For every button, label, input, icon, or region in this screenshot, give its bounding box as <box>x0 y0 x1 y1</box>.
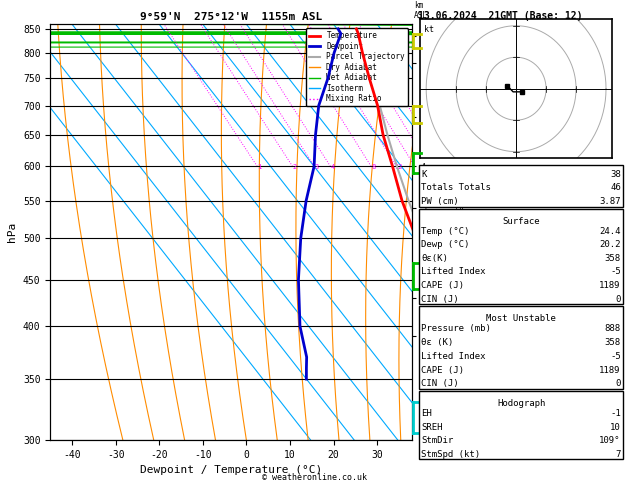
Y-axis label: hPa: hPa <box>8 222 18 242</box>
Text: 109°: 109° <box>599 436 621 445</box>
Text: SREH: SREH <box>421 423 443 432</box>
Text: CAPE (J): CAPE (J) <box>421 281 464 290</box>
Text: km
ASL: km ASL <box>414 1 428 20</box>
Text: © weatheronline.co.uk: © weatheronline.co.uk <box>262 473 367 482</box>
Text: 0: 0 <box>615 380 621 388</box>
Text: Lifted Index: Lifted Index <box>421 352 486 361</box>
Text: Pressure (mb): Pressure (mb) <box>421 324 491 333</box>
Text: 1: 1 <box>257 164 262 170</box>
Text: -5: -5 <box>610 352 621 361</box>
Text: 10: 10 <box>610 423 621 432</box>
Text: StmSpd (kt): StmSpd (kt) <box>421 450 481 459</box>
Text: 4: 4 <box>330 164 335 170</box>
Legend: Temperature, Dewpoint, Parcel Trajectory, Dry Adiabat, Wet Adiabat, Isotherm, Mi: Temperature, Dewpoint, Parcel Trajectory… <box>306 28 408 106</box>
Text: 13.06.2024  21GMT (Base: 12): 13.06.2024 21GMT (Base: 12) <box>418 11 583 21</box>
Text: 358: 358 <box>604 338 621 347</box>
Text: 0: 0 <box>615 295 621 304</box>
Text: θε (K): θε (K) <box>421 338 454 347</box>
Text: Mixing Ratio (g/kg): Mixing Ratio (g/kg) <box>455 185 464 279</box>
Text: 8: 8 <box>371 164 376 170</box>
Text: CIN (J): CIN (J) <box>421 295 459 304</box>
Text: Temp (°C): Temp (°C) <box>421 227 470 236</box>
Text: 358: 358 <box>604 254 621 263</box>
Text: -1: -1 <box>610 409 621 418</box>
Text: PW (cm): PW (cm) <box>421 197 459 206</box>
Text: CIN (J): CIN (J) <box>421 380 459 388</box>
Text: 38: 38 <box>610 170 621 179</box>
Text: θε(K): θε(K) <box>421 254 448 263</box>
Text: 2: 2 <box>292 164 297 170</box>
Text: 1189: 1189 <box>599 365 621 375</box>
Text: CAPE (J): CAPE (J) <box>421 365 464 375</box>
Text: 46: 46 <box>610 183 621 192</box>
X-axis label: Dewpoint / Temperature (°C): Dewpoint / Temperature (°C) <box>140 465 322 475</box>
Text: 1189: 1189 <box>599 281 621 290</box>
Text: EH: EH <box>421 409 432 418</box>
Text: 20.2: 20.2 <box>599 241 621 249</box>
Text: Surface: Surface <box>503 217 540 226</box>
Text: 24.4: 24.4 <box>599 227 621 236</box>
Text: 7: 7 <box>615 450 621 459</box>
Text: Dewp (°C): Dewp (°C) <box>421 241 470 249</box>
Text: Most Unstable: Most Unstable <box>486 314 556 323</box>
Text: 888: 888 <box>604 324 621 333</box>
Text: -5: -5 <box>610 267 621 277</box>
Text: Totals Totals: Totals Totals <box>421 183 491 192</box>
Text: K: K <box>421 170 427 179</box>
Text: Hodograph: Hodograph <box>497 399 545 408</box>
Text: kt: kt <box>424 25 434 34</box>
Title: 9°59'N  275°12'W  1155m ASL: 9°59'N 275°12'W 1155m ASL <box>140 12 322 22</box>
Text: 12: 12 <box>394 164 403 170</box>
Text: 3.87: 3.87 <box>599 197 621 206</box>
Text: StmDir: StmDir <box>421 436 454 445</box>
Text: Lifted Index: Lifted Index <box>421 267 486 277</box>
Text: 3: 3 <box>314 164 319 170</box>
